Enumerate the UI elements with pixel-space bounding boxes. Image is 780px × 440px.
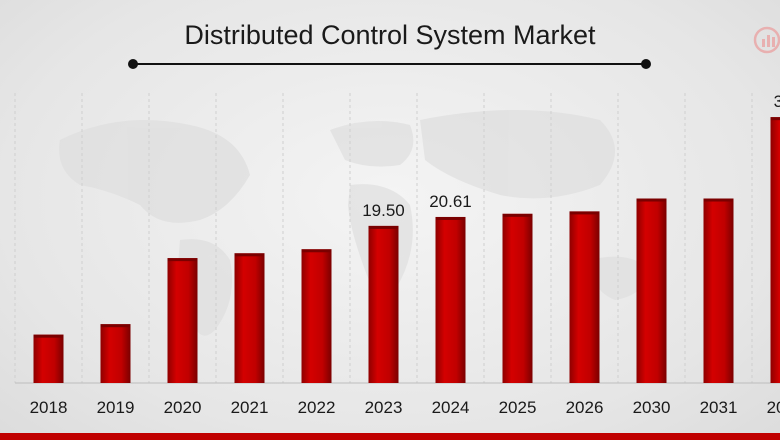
x-tick-label-2023: 2023	[365, 398, 403, 417]
title-underline	[133, 63, 646, 65]
bar-cap-2021	[234, 253, 265, 257]
x-tick-label-2019: 2019	[97, 398, 135, 417]
mrfr-logo-icon	[752, 25, 780, 60]
bar-cap-2024	[435, 216, 466, 220]
x-tick-label-2024: 2024	[432, 398, 470, 417]
bar-cap-2020	[167, 258, 198, 262]
bar-2022	[301, 249, 332, 383]
bar-cap-2026	[569, 211, 600, 215]
bar-cap-2019	[100, 324, 131, 328]
bar-2024	[435, 216, 466, 383]
data-label-2024: 20.61	[429, 192, 472, 211]
x-tick-label-2025: 2025	[499, 398, 537, 417]
x-tick-label-2032: 2032	[767, 398, 780, 417]
bar-cap-2031	[703, 198, 734, 202]
bar-2020	[167, 258, 198, 383]
bar-2032	[770, 117, 780, 384]
bar-2021	[234, 253, 265, 383]
world-map-background	[59, 110, 650, 336]
x-tick-label-2026: 2026	[566, 398, 604, 417]
data-label-2032: 33.	[774, 92, 780, 111]
bar-2026	[569, 211, 600, 383]
title-underline-left-dot	[128, 59, 138, 69]
bar-2018	[33, 334, 64, 383]
bar-2031	[703, 198, 734, 383]
x-tick-label-2020: 2020	[164, 398, 202, 417]
x-tick-label-2018: 2018	[30, 398, 68, 417]
bar-cap-2030	[636, 198, 667, 202]
chart-title: Distributed Control System Market	[184, 20, 596, 50]
bottom-accent-bar	[0, 433, 780, 440]
x-tick-label-2030: 2030	[633, 398, 671, 417]
bar-2030	[636, 198, 667, 383]
bar-cap-2032	[770, 117, 780, 121]
bar-2025	[502, 213, 533, 383]
bar-2023	[368, 225, 399, 383]
x-tick-label-2021: 2021	[231, 398, 269, 417]
x-tick-label-2031: 2031	[700, 398, 738, 417]
bar-cap-2022	[301, 249, 332, 253]
data-label-2023: 19.50	[362, 201, 405, 220]
bar-cap-2025	[502, 213, 533, 217]
bar-cap-2023	[368, 225, 399, 229]
bar-2019	[100, 324, 131, 383]
title-underline-right-dot	[641, 59, 651, 69]
x-tick-label-2022: 2022	[298, 398, 336, 417]
bar-cap-2018	[33, 334, 64, 338]
